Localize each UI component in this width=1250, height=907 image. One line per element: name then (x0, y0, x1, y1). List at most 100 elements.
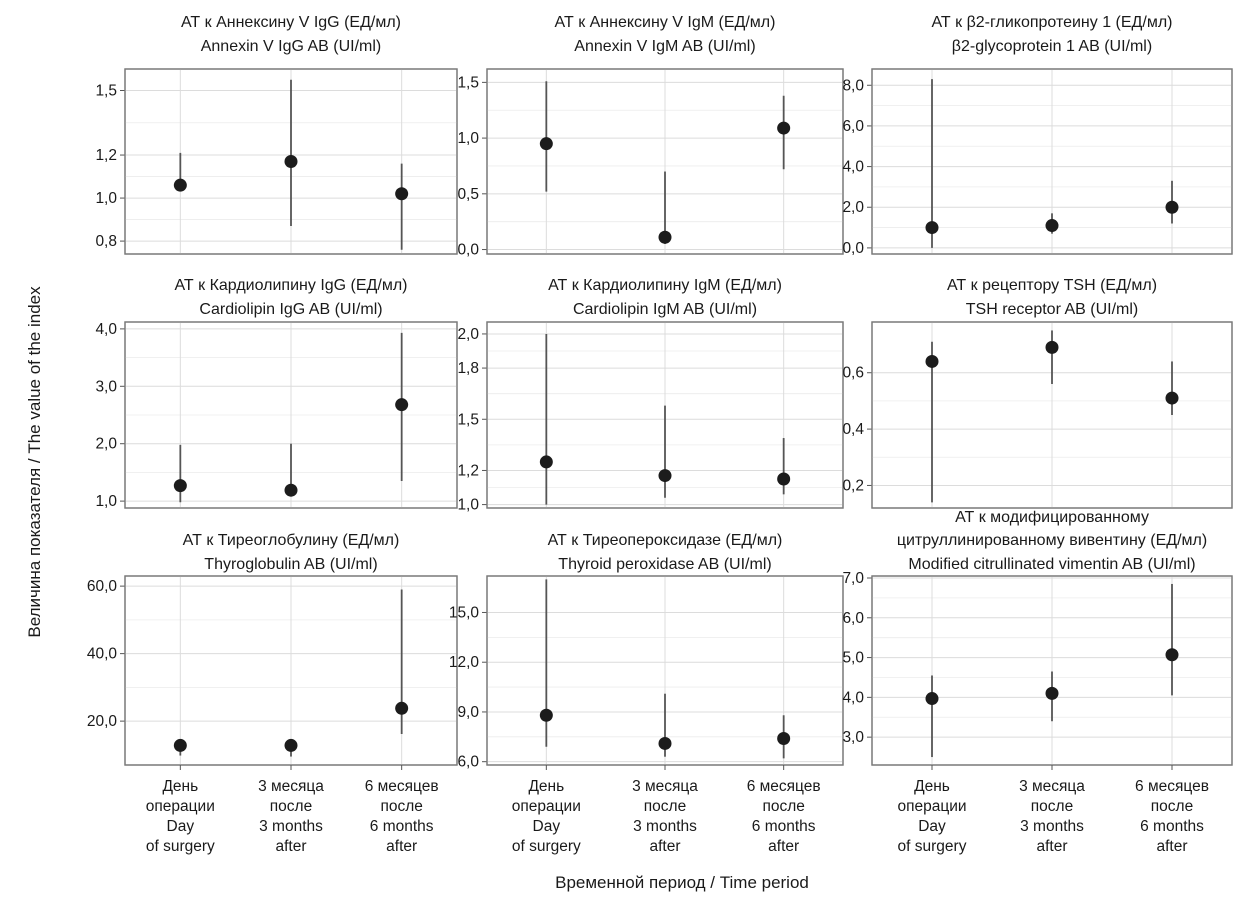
data-point (284, 738, 298, 752)
panel-border (871, 321, 1233, 509)
data-point (395, 701, 409, 715)
panel-title-line: β2-glycoprotein 1 AB (UI/ml) (952, 38, 1152, 55)
x-category-label-line: after (768, 838, 799, 855)
x-category-label-line: of surgery (898, 838, 967, 855)
chart-panel-7: 20,0 40,0 60,0 АТ к Тиреоглобулину (ЕД/мл) T… (87, 532, 458, 770)
x-category-label-line: of surgery (512, 838, 581, 855)
y-tick-label: 0,5 (457, 186, 479, 203)
y-tick-label: 1,2 (95, 147, 117, 164)
x-category-label: День операции Day of surgery (512, 778, 581, 855)
panel-title-line: АТ к Тиреопероксидазе (ЕД/мл) (548, 532, 783, 549)
panel-border (486, 68, 844, 255)
x-category-label-line: 6 месяцев (747, 778, 821, 795)
x-category-label: 3 месяца после 3 months after (258, 778, 324, 855)
x-category-label-line: Day (533, 818, 561, 835)
x-category-label-line: 3 месяца (258, 778, 324, 795)
y-tick-label: 0,6 (842, 365, 864, 382)
chart-panel-4: 1,0 2,0 3,0 4,0 АТ к Кардиолипину IgG (ЕД/мл… (95, 277, 458, 510)
x-category-label-line: после (1031, 798, 1073, 815)
x-category-label-line: Day (167, 818, 195, 835)
data-point (173, 479, 187, 493)
data-point (1045, 340, 1059, 354)
panel-title-line: Annexin V IgM AB (UI/ml) (574, 38, 755, 55)
panel-title-line: АТ к модифицированному (955, 509, 1149, 526)
x-category-label-line: после (380, 798, 422, 815)
x-category-label-line: after (386, 838, 417, 855)
data-point (1165, 648, 1179, 662)
panels-layer: 0,8 1,0 1,2 1,5 АТ к Аннексину V IgG (ЕД/мл)… (87, 14, 1233, 771)
x-category-label: 6 месяцев после 6 months after (365, 778, 439, 855)
x-category-label-line: 6 месяцев (1135, 778, 1209, 795)
data-point (284, 483, 298, 497)
chart-panel-9: 3,0 4,0 5,0 6,0 7,0 АТ к модифицированному цит… (842, 509, 1233, 770)
x-category-label-line: после (1151, 798, 1193, 815)
x-category-label-line: 6 months (752, 818, 816, 835)
data-point (1165, 200, 1179, 214)
x-category-label-line: 3 месяца (632, 778, 698, 795)
data-point (658, 230, 672, 244)
panel-border (486, 321, 844, 509)
x-category-label-line: День (914, 778, 950, 795)
y-tick-label: 1,5 (457, 74, 479, 91)
y-tick-label: 15,0 (449, 604, 480, 621)
data-point (777, 121, 791, 135)
y-tick-label: 5,0 (842, 650, 864, 667)
data-point (1045, 686, 1059, 700)
y-tick-label: 4,0 (842, 159, 864, 176)
x-category-label: 6 месяцев после 6 months after (747, 778, 821, 855)
x-category-label-line: День (162, 778, 198, 795)
y-tick-label: 20,0 (87, 713, 118, 730)
x-category-label-line: after (1036, 838, 1067, 855)
x-category-label: 3 месяца после 3 months after (632, 778, 698, 855)
y-tick-label: 1,0 (95, 493, 117, 510)
y-tick-label: 1,2 (457, 462, 479, 479)
x-category-label-line: 6 months (1140, 818, 1204, 835)
y-tick-label: 12,0 (449, 654, 480, 671)
y-tick-label: 0,2 (842, 477, 864, 494)
y-tick-label: 4,0 (95, 321, 117, 338)
x-category-label-line: День (528, 778, 564, 795)
y-tick-label: 0,8 (95, 233, 117, 250)
panel-title-line: Thyroid peroxidase AB (UI/ml) (558, 556, 771, 573)
y-tick-label: 0,4 (842, 421, 864, 438)
data-point (395, 398, 409, 412)
y-tick-label: 60,0 (87, 578, 118, 595)
data-point (284, 155, 298, 168)
panel-title-line: Modified citrullinated vimentin AB (UI/m… (908, 556, 1195, 573)
panel-title-line: АТ к Аннексину V IgM (ЕД/мл) (555, 14, 776, 31)
data-point (925, 221, 939, 235)
y-tick-label: 7,0 (842, 570, 864, 587)
x-category-label: 3 месяца после 3 months after (1019, 778, 1085, 855)
data-point (539, 708, 553, 722)
x-category-label-line: after (1156, 838, 1187, 855)
x-axis-title: Временной период / Time period (555, 873, 809, 892)
y-tick-label: 0,0 (842, 240, 864, 257)
data-point (539, 137, 553, 151)
data-point (925, 692, 939, 706)
y-tick-label: 2,0 (457, 326, 479, 343)
panel-border (124, 321, 458, 509)
data-point (777, 472, 791, 486)
y-tick-label: 0,0 (457, 242, 479, 259)
chart-panel-2: 0,0 0,5 1,0 1,5 АТ к Аннексину V IgM (ЕД/мл)… (457, 14, 844, 259)
data-point (658, 469, 672, 483)
chart-panel-3: 0,0 2,0 4,0 6,0 8,0 АТ к β2-гликопротеину 1 (… (842, 14, 1233, 257)
x-category-label-line: после (270, 798, 312, 815)
panel-title-line: АТ к Аннексину V IgG (ЕД/мл) (181, 14, 401, 31)
panel-title-line: Cardiolipin IgG AB (UI/ml) (199, 301, 382, 318)
data-point (539, 455, 553, 469)
x-category-label-line: операции (146, 798, 215, 815)
data-point (395, 187, 409, 201)
x-category-label-line: 3 месяца (1019, 778, 1085, 795)
x-category-label-line: 6 месяцев (365, 778, 439, 795)
x-category-label-line: операции (897, 798, 966, 815)
y-tick-label: 1,0 (457, 497, 479, 514)
y-tick-label: 2,0 (95, 436, 117, 453)
y-tick-label: 9,0 (457, 704, 479, 721)
y-tick-label: 40,0 (87, 646, 118, 663)
panel-border (124, 68, 458, 255)
data-point (777, 731, 791, 745)
